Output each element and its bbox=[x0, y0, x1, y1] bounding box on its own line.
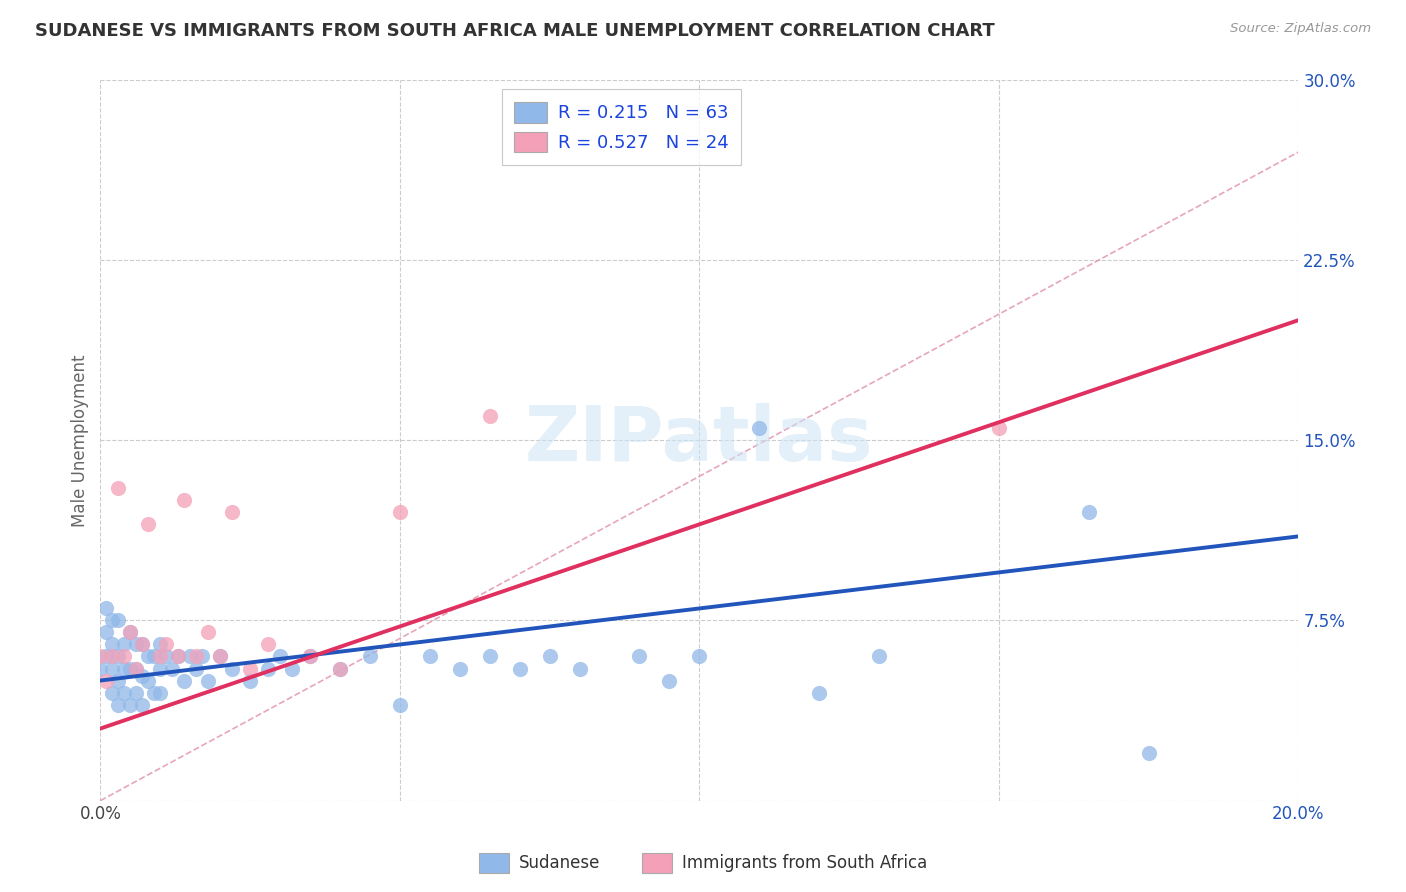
Point bbox=[281, 661, 304, 675]
Point bbox=[478, 649, 501, 664]
Point bbox=[388, 698, 411, 712]
Point bbox=[149, 661, 172, 675]
Point bbox=[136, 673, 159, 688]
Point bbox=[155, 649, 177, 664]
Text: Source: ZipAtlas.com: Source: ZipAtlas.com bbox=[1230, 22, 1371, 36]
Point bbox=[239, 661, 262, 675]
Point bbox=[329, 661, 352, 675]
Point bbox=[101, 661, 124, 675]
Point bbox=[112, 661, 135, 675]
Point bbox=[101, 685, 124, 699]
Point bbox=[167, 649, 190, 664]
Point bbox=[131, 698, 153, 712]
Point bbox=[568, 661, 591, 675]
Point bbox=[96, 625, 118, 640]
Point bbox=[239, 673, 262, 688]
Point bbox=[125, 638, 148, 652]
Point bbox=[388, 505, 411, 519]
Point bbox=[221, 661, 243, 675]
Point bbox=[96, 649, 118, 664]
Point bbox=[298, 649, 321, 664]
Point bbox=[120, 698, 142, 712]
Point bbox=[120, 661, 142, 675]
Point bbox=[191, 649, 214, 664]
Point bbox=[419, 649, 441, 664]
Point bbox=[149, 685, 172, 699]
Point bbox=[101, 614, 124, 628]
Point bbox=[125, 685, 148, 699]
Point bbox=[120, 625, 142, 640]
Point bbox=[101, 638, 124, 652]
Point bbox=[136, 517, 159, 532]
Point bbox=[509, 661, 531, 675]
Point bbox=[257, 661, 280, 675]
Point bbox=[197, 625, 219, 640]
Point bbox=[359, 649, 381, 664]
Point bbox=[96, 673, 118, 688]
Point bbox=[107, 698, 129, 712]
Point bbox=[478, 409, 501, 424]
Point bbox=[167, 649, 190, 664]
Point bbox=[155, 638, 177, 652]
Point bbox=[96, 601, 118, 615]
Point bbox=[136, 649, 159, 664]
Y-axis label: Male Unemployment: Male Unemployment bbox=[72, 354, 89, 526]
Point bbox=[107, 673, 129, 688]
Point bbox=[269, 649, 291, 664]
Point bbox=[179, 649, 201, 664]
Point bbox=[131, 638, 153, 652]
Point bbox=[125, 661, 148, 675]
Point bbox=[149, 649, 172, 664]
Point bbox=[107, 649, 129, 664]
Point bbox=[688, 649, 710, 664]
Point bbox=[89, 649, 111, 664]
Point bbox=[143, 685, 166, 699]
Point bbox=[329, 661, 352, 675]
Point bbox=[173, 493, 195, 508]
Point bbox=[209, 649, 232, 664]
Legend: Sudanese, Immigrants from South Africa: Sudanese, Immigrants from South Africa bbox=[472, 847, 934, 880]
Point bbox=[173, 673, 195, 688]
Text: SUDANESE VS IMMIGRANTS FROM SOUTH AFRICA MALE UNEMPLOYMENT CORRELATION CHART: SUDANESE VS IMMIGRANTS FROM SOUTH AFRICA… bbox=[35, 22, 995, 40]
Point bbox=[112, 638, 135, 652]
Point bbox=[987, 421, 1010, 435]
Point bbox=[449, 661, 471, 675]
Point bbox=[868, 649, 890, 664]
Point bbox=[125, 661, 148, 675]
Point bbox=[107, 481, 129, 495]
Point bbox=[209, 649, 232, 664]
Point bbox=[89, 661, 111, 675]
Point bbox=[1137, 746, 1160, 760]
Point bbox=[298, 649, 321, 664]
Point bbox=[186, 661, 208, 675]
Point bbox=[107, 614, 129, 628]
Point bbox=[221, 505, 243, 519]
Point bbox=[748, 421, 770, 435]
Point bbox=[1077, 505, 1099, 519]
Point bbox=[658, 673, 681, 688]
Point bbox=[131, 669, 153, 683]
Point bbox=[149, 638, 172, 652]
Text: ZIPatlas: ZIPatlas bbox=[524, 403, 873, 477]
Point bbox=[808, 685, 831, 699]
Point bbox=[101, 649, 124, 664]
Point bbox=[197, 673, 219, 688]
Point bbox=[120, 625, 142, 640]
Point bbox=[538, 649, 561, 664]
Point bbox=[186, 649, 208, 664]
Point bbox=[160, 661, 183, 675]
Point bbox=[112, 685, 135, 699]
Point bbox=[131, 638, 153, 652]
Point bbox=[143, 649, 166, 664]
Legend: R = 0.215   N = 63, R = 0.527   N = 24: R = 0.215 N = 63, R = 0.527 N = 24 bbox=[502, 89, 741, 165]
Point bbox=[257, 638, 280, 652]
Point bbox=[112, 649, 135, 664]
Point bbox=[628, 649, 651, 664]
